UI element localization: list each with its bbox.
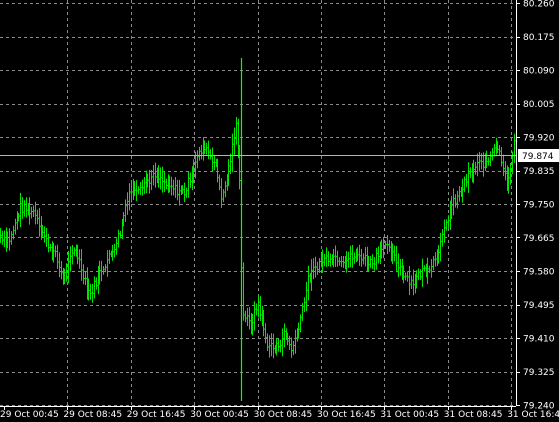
y-tick-label: 79.835 (523, 167, 555, 177)
y-tick-label: 79.920 (523, 134, 555, 144)
y-tick-label: 79.240 (523, 402, 555, 412)
y-tick-label: 79.580 (523, 268, 555, 278)
x-tick-label: 30 Oct 00:45 (190, 410, 249, 420)
x-tick-label: 29 Oct 08:45 (63, 410, 122, 420)
y-tick-label: 79.665 (523, 234, 555, 244)
x-tick-label: 30 Oct 08:45 (254, 410, 313, 420)
x-tick-label: 31 Oct 16:45 (507, 410, 559, 420)
y-tick-label: 80.175 (523, 33, 555, 43)
x-tick-label: 29 Oct 00:45 (0, 410, 59, 420)
current-price-badge (518, 149, 559, 162)
current-price-line-layer: 79.874 (0, 149, 559, 162)
y-tick-label: 80.005 (523, 100, 555, 110)
y-tick-label: 79.410 (523, 335, 555, 345)
y-tick-label: 80.260 (523, 0, 555, 10)
x-tick-label: 29 Oct 16:45 (127, 410, 186, 420)
current-price-label: 79.874 (522, 152, 554, 162)
y-tick-label: 80.090 (523, 67, 555, 77)
y-tick-label: 79.750 (523, 201, 555, 211)
x-tick-label: 31 Oct 00:45 (380, 410, 439, 420)
bars-layer (0, 58, 516, 402)
y-tick-label: 79.325 (523, 368, 555, 378)
x-tick-label: 30 Oct 16:45 (317, 410, 376, 420)
y-tick-label: 79.495 (523, 301, 555, 311)
grid-layer (0, 0, 516, 406)
x-tick-label: 31 Oct 08:45 (444, 410, 503, 420)
